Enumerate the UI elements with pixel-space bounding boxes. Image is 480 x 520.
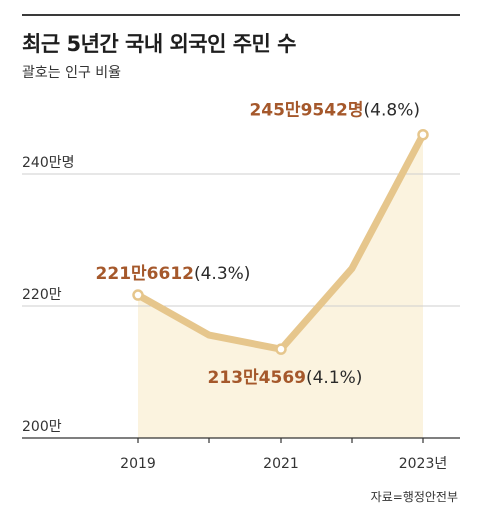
data-label-percent: (4.3%) — [194, 264, 250, 284]
x-tick-label: 2019 — [120, 456, 156, 472]
y-tick-label: 200만 — [22, 419, 62, 435]
data-point-marker — [132, 289, 144, 301]
data-label-percent: (4.8%) — [364, 101, 420, 121]
source-note: 자료=행정안전부 — [370, 490, 458, 504]
chart-title: 최근 5년간 국내 외국인 주민 수 — [22, 32, 297, 56]
y-tick-label: 220만 — [22, 287, 62, 303]
data-label: 245만9542명(4.8%) — [249, 101, 420, 121]
data-label-value: 213만4569 — [208, 368, 306, 388]
data-point-marker — [417, 128, 429, 141]
x-tick-label: 2023년 — [399, 456, 448, 472]
y-tick-label: 240만명 — [22, 155, 74, 171]
data-label-value: 245만9542명 — [249, 101, 363, 121]
x-tick-label: 2021 — [263, 456, 299, 472]
data-point-marker — [275, 343, 287, 355]
data-label-value: 221만6612 — [96, 264, 194, 284]
area-fill — [138, 134, 423, 439]
chart-subtitle: 괄호는 인구 비율 — [22, 65, 122, 81]
top-rule — [22, 14, 460, 16]
data-label: 213만4569(4.1%) — [208, 368, 363, 388]
data-label-percent: (4.1%) — [306, 368, 362, 388]
data-label: 221만6612(4.3%) — [96, 264, 251, 284]
